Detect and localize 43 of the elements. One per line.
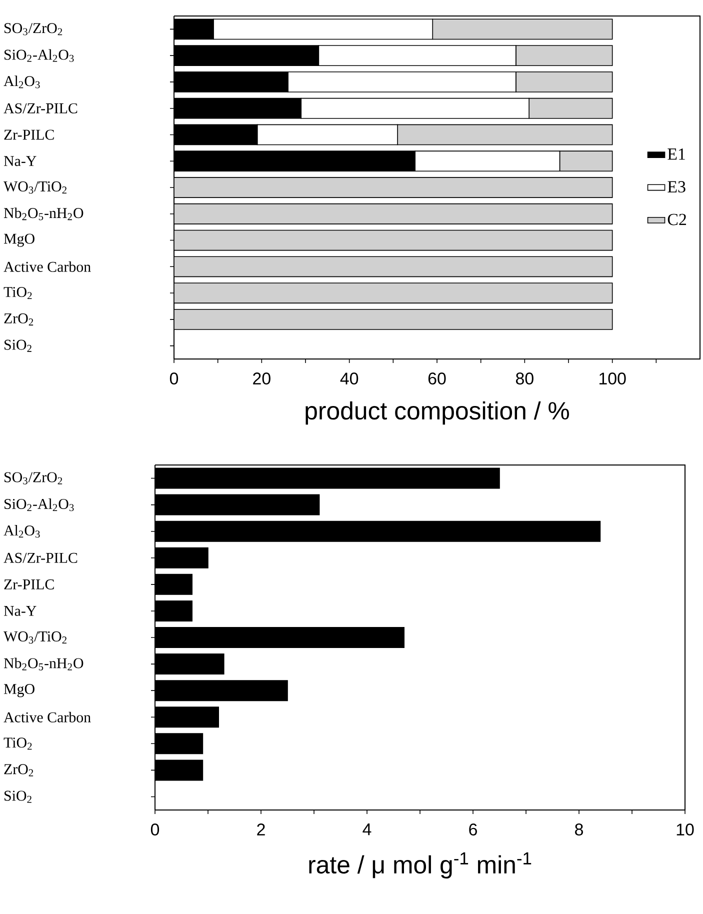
y-tick-label: Zr-PILC [4, 130, 54, 140]
y-tick-label: MgO [4, 234, 34, 247]
y-tick-label: Active Carbon [4, 712, 91, 722]
x-tick-label: 0 [150, 824, 160, 836]
y-tick-label: Na-Y [4, 606, 36, 616]
legend-label: E3 [668, 181, 686, 193]
y-tick-label: SO$_{3}$/ZrO$_{2}$ [4, 472, 62, 484]
y-tick-label: SiO$_{2}$-Al$_{2}$O$_{3}$ [4, 49, 74, 62]
y-tick-label: Na-Y [4, 156, 36, 166]
legend-label: E1 [668, 148, 685, 160]
y-tick-label: Active Carbon [4, 261, 91, 272]
x-tick-label: 40 [340, 372, 358, 385]
y-tick-label: SiO$_{2}$ [4, 340, 32, 352]
x-tick-label: 80 [516, 372, 534, 385]
x-axis-title: product composition / % [306, 401, 569, 425]
y-tick-label: MgO [4, 684, 34, 698]
y-tick-label: Al$_{2}$O$_{3}$ [4, 525, 40, 538]
y-tick-label: AS/Zr-PILC [4, 552, 78, 563]
y-tick-label: SiO$_{2}$ [4, 790, 32, 803]
x-tick-label: 6 [469, 824, 477, 836]
x-axis-title: rate / μ mol g$^{-1}$ min$^{-1}$ [309, 852, 532, 879]
x-tick-label: 4 [362, 824, 372, 836]
x-tick-label: 60 [428, 372, 446, 385]
y-tick-label: Al$_{2}$O$_{3}$ [4, 76, 40, 88]
y-tick-label: WO$_{3}$/TiO$_{2}$ [4, 631, 66, 644]
y-tick-label: TiO$_{2}$ [4, 738, 32, 750]
y-tick-label: TiO$_{2}$ [4, 287, 32, 300]
y-tick-label: Nb$_{2}$O$_{5}$-nH$_{2}$O [4, 658, 84, 670]
y-tick-label: AS/Zr-PILC [4, 103, 78, 114]
y-tick-label: ZrO$_{2}$ [4, 313, 34, 326]
y-tick-label: SiO$_{2}$-Al$_{2}$O$_{3}$ [4, 498, 74, 512]
x-tick-label: 0 [170, 372, 178, 385]
x-tick-label: 8 [575, 824, 583, 836]
y-tick-label: Nb$_{2}$O$_{5}$-nH$_{2}$O [4, 208, 84, 220]
y-tick-label: ZrO$_{2}$ [4, 764, 34, 776]
y-tick-label: SO$_{3}$/ZrO$_{2}$ [4, 23, 62, 36]
legend-label: C2 [668, 214, 686, 226]
y-tick-label: WO$_{3}$/TiO$_{2}$ [4, 181, 66, 194]
x-tick-label: 100 [600, 372, 626, 385]
x-tick-label: 10 [676, 824, 694, 836]
y-tick-label: Zr-PILC [4, 579, 54, 590]
x-tick-label: 20 [253, 372, 270, 385]
x-tick-label: 2 [257, 824, 265, 836]
